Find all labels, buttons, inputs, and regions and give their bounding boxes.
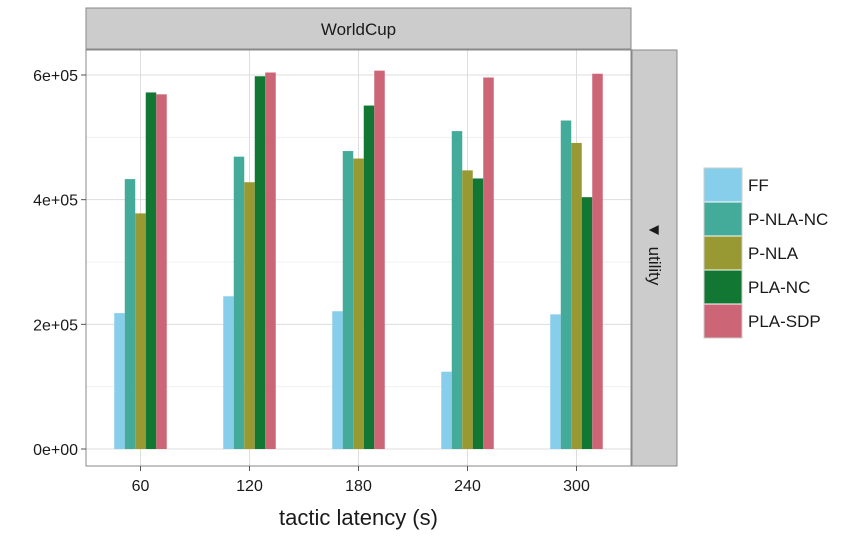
bar-p-nla-180 bbox=[353, 158, 364, 449]
legend-key-pla-sdp bbox=[703, 303, 743, 339]
facet-label-right-group: ▼ utility bbox=[645, 222, 664, 286]
bar-p-nla-nc-120 bbox=[233, 156, 245, 449]
y-tick-label: 6e+05 bbox=[33, 68, 78, 85]
x-tick-label: 300 bbox=[563, 478, 590, 495]
bar-pla-sdp-180 bbox=[374, 70, 385, 450]
legend-key-p-nla bbox=[703, 235, 743, 271]
legend-key-ff bbox=[703, 167, 743, 203]
bar-p-nla-nc-240 bbox=[451, 131, 463, 449]
bar-ff-240 bbox=[441, 371, 452, 449]
bar-p-nla-300 bbox=[571, 142, 582, 449]
bar-pla-sdp-120 bbox=[265, 72, 276, 450]
x-tick-label: 240 bbox=[454, 478, 481, 495]
bar-pla-nc-300 bbox=[581, 197, 593, 449]
y-axis: 0e+00 2e+05 4e+05 6e+05 bbox=[33, 68, 86, 459]
y-tick-label: 2e+05 bbox=[33, 317, 78, 334]
x-axis: 60 120 180 240 300 bbox=[132, 466, 590, 495]
bar-ff-120 bbox=[223, 296, 234, 449]
bar-p-nla-120 bbox=[244, 182, 255, 450]
bar-p-nla-60 bbox=[135, 213, 146, 449]
legend-border bbox=[703, 167, 743, 339]
legend-label-p-nla: P-NLA bbox=[748, 244, 799, 263]
y-tick-label: 4e+05 bbox=[33, 193, 78, 210]
bar-pla-sdp-60 bbox=[156, 94, 167, 449]
x-tick-label: 180 bbox=[345, 478, 372, 495]
bar-ff-180 bbox=[332, 311, 343, 449]
bar-pla-sdp-240 bbox=[483, 77, 494, 449]
bar-ff-300 bbox=[550, 314, 561, 449]
facet-strip-top bbox=[85, 7, 632, 50]
facet-marker-icon: ▼ bbox=[645, 222, 664, 239]
legend: FF P-NLA-NC P-NLA PLA-NC PLA-SDP bbox=[703, 167, 828, 339]
x-tick-label: 60 bbox=[132, 478, 150, 495]
x-tick-label: 120 bbox=[236, 478, 263, 495]
bar-p-nla-nc-180 bbox=[342, 151, 354, 449]
x-axis-title: tactic latency (s) bbox=[279, 505, 438, 530]
bar-p-nla-240 bbox=[462, 170, 473, 449]
facet-label-top: WorldCup bbox=[321, 20, 396, 39]
facet-strip-right bbox=[631, 49, 678, 467]
bar-pla-nc-120 bbox=[254, 76, 266, 449]
bar-p-nla-nc-60 bbox=[124, 179, 136, 449]
bar-pla-nc-240 bbox=[472, 178, 484, 449]
legend-key-p-nla-nc bbox=[703, 201, 743, 237]
bar-ff-60 bbox=[114, 313, 125, 449]
bar-pla-nc-60 bbox=[145, 92, 157, 449]
legend-label-pla-nc: PLA-NC bbox=[748, 278, 810, 297]
facet-label-right: utility bbox=[645, 247, 664, 286]
legend-label-pla-sdp: PLA-SDP bbox=[748, 312, 821, 331]
bar-p-nla-nc-300 bbox=[560, 120, 572, 450]
bars bbox=[114, 70, 603, 450]
legend-label-ff: FF bbox=[748, 176, 769, 195]
legend-label-p-nla-nc: P-NLA-NC bbox=[748, 210, 828, 229]
legend-key-pla-nc bbox=[703, 269, 743, 305]
y-tick-label: 0e+00 bbox=[33, 442, 78, 459]
bar-pla-sdp-300 bbox=[592, 73, 603, 450]
bar-pla-nc-180 bbox=[363, 105, 375, 449]
